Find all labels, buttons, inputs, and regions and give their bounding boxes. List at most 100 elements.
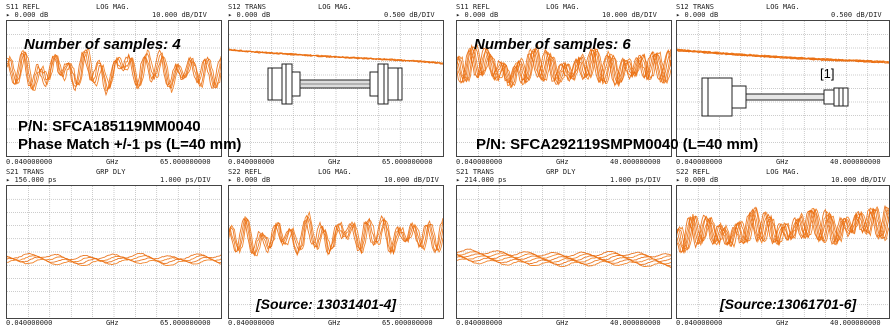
series-line: [457, 254, 671, 265]
cable-body-icon: [299, 79, 371, 89]
s22b-scale: 10.000 dB/DIV: [831, 176, 886, 184]
series-line: [229, 49, 443, 65]
smpm-connector-icon: [823, 87, 849, 107]
cable-illustration-right: [701, 77, 849, 117]
series-line: [7, 254, 221, 263]
s22-scale: 10.000 dB/DIV: [384, 176, 439, 184]
connector-left-icon: [267, 63, 301, 105]
series-line: [677, 206, 889, 254]
series-line: [457, 44, 671, 85]
s12-stop: 65.000000000: [382, 158, 433, 166]
s11-unit: GHz: [106, 158, 119, 166]
figure-right: S11 REFL LOG MAG. ▸ 0.000 dB 10.000 dB/D…: [450, 0, 893, 327]
s22-ref: ▸ 0.000 dB: [228, 176, 271, 184]
s12b-start: 0.040000000: [676, 158, 723, 166]
s11-scale: 10.000 dB/DIV: [152, 11, 207, 19]
series-line: [677, 206, 889, 250]
s12-meas: S12 TRANS: [228, 3, 266, 11]
phase-match-left: Phase Match +/-1 ps (L=40 mm): [18, 136, 242, 153]
s22b-plot: [676, 185, 890, 319]
s11-svg: [7, 21, 221, 156]
s21b-stop: 40.000000000: [610, 319, 661, 327]
cable-body-icon: [745, 93, 825, 101]
s21b-svg: [457, 186, 671, 318]
s22-stop: 65.000000000: [382, 319, 433, 327]
series-line: [229, 214, 443, 256]
s21-fmt: GRP DLY: [96, 168, 126, 176]
s12b-ref: ▸ 0.000 dB: [676, 11, 719, 19]
s11-stop: 65.000000000: [160, 158, 211, 166]
s22-unit: GHz: [328, 319, 341, 327]
series-line: [7, 47, 221, 93]
s12b-svg: [677, 21, 889, 156]
s21b-meas: S21 TRANS: [456, 168, 494, 176]
cable-illustration-left: [267, 63, 403, 105]
figure-left: S11 REFL LOG MAG. ▸ 0.000 dB 10.000 dB/D…: [0, 0, 446, 327]
series-line: [677, 49, 889, 64]
s12b-meas: S12 TRANS: [676, 3, 714, 11]
samples-label-left: Number of samples: 4: [24, 36, 181, 53]
s22b-unit: GHz: [776, 319, 789, 327]
series-line: [7, 49, 221, 91]
s22b-fmt: LOG MAG.: [766, 168, 800, 176]
s11-meas: S11 REFL: [6, 3, 40, 11]
s21-start: 0.040000000: [6, 319, 53, 327]
s22-meas: S22 REFL: [228, 168, 262, 176]
s22b-stop: 40.000000000: [830, 319, 881, 327]
s12-fmt: LOG MAG.: [318, 3, 352, 11]
s22b-start: 0.040000000: [676, 319, 723, 327]
s11b-fmt: LOG MAG.: [546, 3, 580, 11]
s21b-plot: [456, 185, 672, 319]
s11-start: 0.040000000: [6, 158, 53, 166]
s12b-scale: 0.500 dB/DIV: [831, 11, 882, 19]
s21b-fmt: GRP DLY: [546, 168, 576, 176]
s21-svg: [7, 186, 221, 318]
s21-meas: S21 TRANS: [6, 168, 44, 176]
s22b-ref: ▸ 0.000 dB: [676, 176, 719, 184]
series-line: [457, 253, 671, 263]
s22-plot: [228, 185, 444, 319]
s12-scale: 0.500 dB/DIV: [384, 11, 435, 19]
series-line: [457, 248, 671, 258]
connector-right-icon: [369, 63, 403, 105]
s22-svg: [229, 186, 443, 318]
s21b-scale: 1.000 ps/DIV: [610, 176, 661, 184]
s21b-ref: ▸ 214.000 ps: [456, 176, 507, 184]
part-number-right: P/N: SFCA292119SMPM0040 (L=40 mm): [476, 136, 759, 153]
s11b-meas: S11 REFL: [456, 3, 490, 11]
s11-plot: [6, 20, 222, 157]
s12-ref: ▸ 0.000 dB: [228, 11, 271, 19]
s11b-stop: 40.000000000: [610, 158, 661, 166]
series-line: [229, 215, 443, 257]
s21-scale: 1.000 ps/DIV: [160, 176, 211, 184]
s12b-fmt: LOG MAG.: [766, 3, 800, 11]
s12b-stop: 40.000000000: [830, 158, 881, 166]
series-line: [457, 47, 671, 89]
s11-header: S11 REFL: [6, 3, 40, 11]
s11b-start: 0.040000000: [456, 158, 503, 166]
s22b-svg: [677, 186, 889, 318]
s22-start: 0.040000000: [228, 319, 275, 327]
s12-svg: [229, 21, 443, 156]
s21-plot: [6, 185, 222, 319]
s11b-plot: [456, 20, 672, 157]
ref-marker: [1]: [820, 66, 835, 81]
s11b-ref: ▸ 0.000 dB: [456, 11, 499, 19]
s12b-plot: [676, 20, 890, 157]
s21-unit: GHz: [106, 319, 119, 327]
s22-fmt: LOG MAG.: [318, 168, 352, 176]
series-line: [677, 205, 889, 253]
s11-fmt: LOG MAG.: [96, 3, 130, 11]
s11b-scale: 10.000 dB/DIV: [602, 11, 657, 19]
s12b-unit: GHz: [776, 158, 789, 166]
series-line: [457, 47, 671, 86]
s21b-unit: GHz: [556, 319, 569, 327]
source-right: [Source:13061701-6]: [720, 296, 857, 312]
part-number-left: P/N: SFCA185119MM0040: [18, 118, 201, 135]
s11b-unit: GHz: [556, 158, 569, 166]
s21b-start: 0.040000000: [456, 319, 503, 327]
s21-stop: 65.000000000: [160, 319, 211, 327]
s11-ref: ▸ 0.000 dB: [6, 11, 49, 19]
series-line: [7, 252, 221, 261]
s21-ref: ▸ 156.000 ps: [6, 176, 57, 184]
